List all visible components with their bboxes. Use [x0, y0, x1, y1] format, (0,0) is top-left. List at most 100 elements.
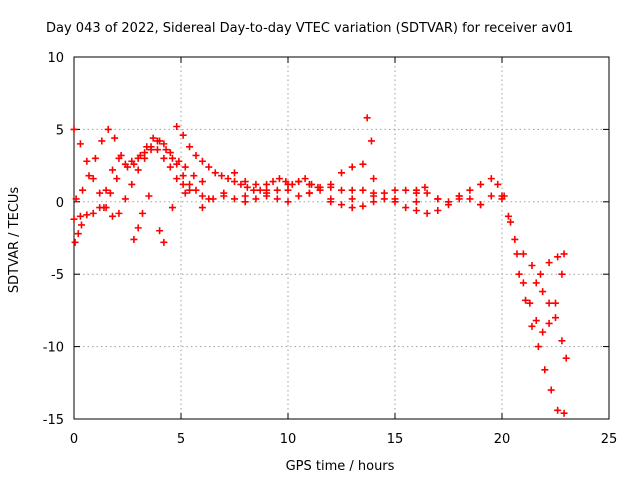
data-point [494, 180, 502, 188]
data-point [231, 169, 238, 177]
data-point [77, 221, 85, 229]
data-point [519, 250, 527, 258]
data-point [160, 238, 168, 246]
data-point [160, 140, 168, 148]
data-point [153, 146, 161, 154]
data-point [243, 183, 251, 191]
data-point [231, 178, 238, 186]
data-point [402, 186, 410, 194]
data-point [537, 270, 545, 278]
data-point [76, 212, 84, 220]
data-point [477, 180, 485, 188]
data-point [198, 192, 206, 200]
series-arc-j [532, 279, 570, 362]
data-point [487, 192, 495, 200]
data-point [522, 296, 530, 304]
data-point [256, 186, 264, 194]
data-point [547, 386, 555, 394]
data-point [130, 235, 138, 243]
data-point [134, 154, 142, 162]
data-point [526, 299, 534, 307]
data-point [241, 178, 249, 186]
data-point [412, 186, 420, 194]
data-point [295, 178, 303, 186]
data-point [370, 192, 378, 200]
data-point [106, 189, 114, 197]
data-point [412, 198, 420, 206]
data-point [305, 180, 313, 188]
data-point [115, 154, 123, 162]
data-point [179, 180, 187, 188]
data-point [305, 189, 313, 197]
data-point [162, 146, 170, 154]
data-point [220, 189, 228, 197]
y-tick-label: 0 [56, 196, 64, 211]
data-point [348, 163, 356, 171]
data-point [477, 201, 485, 209]
data-points [70, 114, 570, 417]
data-point [359, 186, 367, 194]
data-point [72, 195, 80, 203]
x-tick-label: 10 [280, 432, 297, 447]
series-arc-f [231, 160, 378, 194]
data-point [168, 154, 176, 162]
data-point [316, 183, 324, 191]
data-point [153, 137, 161, 145]
data-point [528, 262, 536, 270]
data-point [552, 299, 559, 307]
data-point [263, 189, 271, 197]
data-point [205, 163, 213, 171]
data-point [412, 206, 420, 214]
data-point [113, 175, 121, 183]
data-point [138, 209, 146, 217]
data-point [498, 195, 506, 203]
data-point [121, 160, 129, 168]
y-tick-label: 5 [56, 123, 64, 138]
data-point [539, 288, 547, 296]
data-point [96, 189, 104, 197]
series-arc-g [327, 175, 568, 278]
data-point [338, 186, 345, 194]
data-point [145, 192, 153, 200]
data-point [338, 201, 345, 209]
data-point [149, 134, 157, 142]
data-point [391, 186, 399, 194]
x-tick-label: 25 [601, 432, 618, 447]
data-point [391, 195, 399, 203]
data-point [147, 143, 155, 151]
x-tick-label: 15 [387, 432, 404, 447]
data-point [70, 125, 78, 133]
x-tick-label: 0 [70, 432, 78, 447]
data-point [166, 163, 174, 171]
data-point [273, 186, 281, 194]
data-point [237, 180, 245, 188]
data-point [558, 337, 566, 345]
data-point [168, 204, 176, 212]
data-point [218, 172, 226, 180]
data-point [466, 195, 474, 203]
data-point [128, 157, 136, 165]
data-point [166, 149, 174, 157]
y-tick-label: -10 [43, 341, 64, 356]
data-point [115, 209, 123, 217]
x-axis-label: GPS time / hours [286, 459, 395, 474]
data-point [209, 195, 217, 203]
data-point [111, 134, 119, 142]
data-point [284, 186, 292, 194]
data-point [141, 149, 149, 157]
data-point [552, 314, 559, 322]
data-point [160, 154, 168, 162]
data-point [487, 175, 495, 183]
data-point [560, 409, 568, 417]
data-point [79, 186, 87, 194]
data-point [359, 202, 367, 210]
data-point [179, 131, 187, 139]
series-arc-i [515, 270, 568, 417]
data-point [100, 204, 108, 212]
data-point [134, 224, 142, 232]
plot-frame [73, 56, 610, 420]
data-point [348, 195, 356, 203]
data-point [532, 279, 540, 287]
data-point [74, 230, 82, 238]
